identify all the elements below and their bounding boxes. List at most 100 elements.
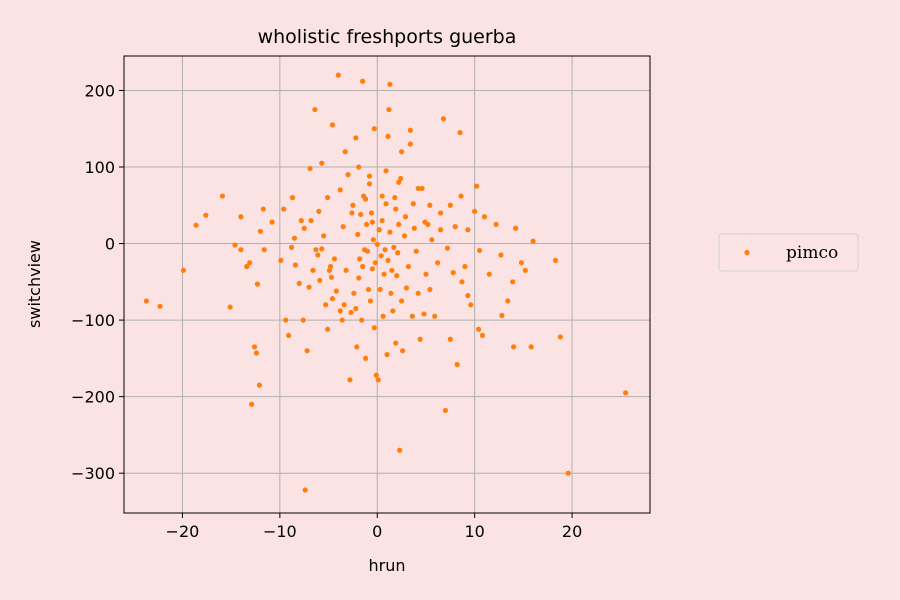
data-point	[292, 262, 299, 268]
legend: pimco	[718, 233, 859, 272]
data-point	[357, 256, 363, 262]
data-point	[468, 302, 474, 308]
data-point	[380, 313, 386, 319]
data-point	[365, 286, 372, 293]
data-point	[319, 246, 325, 252]
data-point	[369, 266, 375, 272]
data-point	[382, 247, 388, 253]
data-point	[355, 231, 361, 237]
data-point	[378, 253, 384, 259]
y-tick-label: 100	[84, 158, 115, 177]
data-point	[316, 208, 322, 214]
data-point	[368, 210, 375, 216]
data-point	[350, 202, 356, 208]
data-point	[371, 126, 377, 132]
data-point	[387, 229, 393, 235]
data-point	[450, 270, 456, 276]
x-axis-label: hrun	[369, 556, 406, 575]
data-point	[157, 303, 163, 309]
data-point	[324, 326, 331, 332]
data-points	[143, 72, 629, 493]
y-tick-label: 200	[84, 81, 115, 100]
data-point	[286, 332, 292, 339]
data-point	[413, 248, 419, 254]
x-tick-label: 10	[464, 522, 484, 541]
data-point	[288, 244, 295, 250]
data-point	[307, 165, 313, 172]
data-point	[486, 271, 492, 277]
data-point	[253, 350, 260, 356]
data-point	[518, 260, 525, 266]
data-point	[341, 302, 347, 308]
data-point	[360, 263, 366, 270]
legend-box	[718, 233, 859, 272]
y-tick-label: −100	[71, 311, 115, 330]
data-point	[386, 106, 392, 113]
data-point	[353, 306, 359, 312]
data-point	[343, 267, 349, 273]
data-point	[376, 227, 382, 233]
data-point	[312, 106, 318, 113]
data-point	[356, 164, 362, 170]
data-point	[359, 317, 365, 323]
data-point	[335, 72, 341, 78]
data-point	[432, 313, 438, 319]
data-point	[342, 149, 348, 155]
data-point	[345, 172, 351, 178]
data-point	[373, 372, 379, 378]
data-point	[227, 304, 233, 310]
data-point	[409, 313, 415, 319]
data-point	[360, 78, 366, 84]
data-point	[354, 344, 360, 350]
data-point	[337, 308, 343, 314]
data-point	[465, 292, 471, 299]
data-point	[193, 222, 199, 228]
data-point	[362, 355, 369, 361]
data-point	[351, 290, 357, 296]
chart-title: wholistic freshports guerba	[258, 26, 517, 48]
data-point	[429, 237, 435, 243]
data-point	[219, 193, 225, 199]
data-point	[442, 407, 449, 414]
data-point	[300, 317, 306, 323]
data-point	[440, 116, 447, 122]
data-point	[411, 225, 417, 231]
data-point	[393, 206, 399, 212]
plot-border	[123, 55, 651, 514]
data-point	[552, 257, 559, 263]
data-point	[371, 325, 377, 331]
legend-label: pimco	[786, 243, 838, 263]
data-point	[427, 286, 433, 293]
data-point	[383, 168, 389, 174]
data-point	[479, 332, 486, 339]
data-point	[397, 447, 403, 453]
data-point	[493, 221, 499, 228]
data-point	[383, 201, 389, 207]
y-axis-ticks: −300 −200 −100 0 100 200	[71, 81, 124, 483]
data-point	[304, 348, 310, 354]
x-axis-ticks: −20 −10 0 10 20	[166, 513, 582, 541]
data-point	[475, 326, 482, 332]
data-point	[366, 173, 373, 179]
data-point	[283, 317, 289, 323]
data-point	[422, 219, 428, 225]
data-point	[511, 344, 517, 350]
data-point	[363, 221, 370, 228]
data-point	[340, 224, 346, 230]
legend-marker	[744, 249, 750, 256]
x-tick-label: 0	[372, 522, 382, 541]
data-point	[370, 237, 376, 243]
data-point	[476, 247, 483, 254]
data-point	[421, 311, 427, 317]
data-point	[251, 344, 258, 350]
data-point	[375, 377, 381, 383]
data-point	[387, 81, 393, 87]
y-tick-label: −300	[71, 464, 115, 483]
data-point	[232, 242, 238, 248]
data-point	[423, 271, 429, 277]
data-point	[329, 296, 336, 302]
data-point	[557, 334, 563, 340]
data-point	[474, 183, 480, 189]
data-point	[333, 288, 339, 294]
